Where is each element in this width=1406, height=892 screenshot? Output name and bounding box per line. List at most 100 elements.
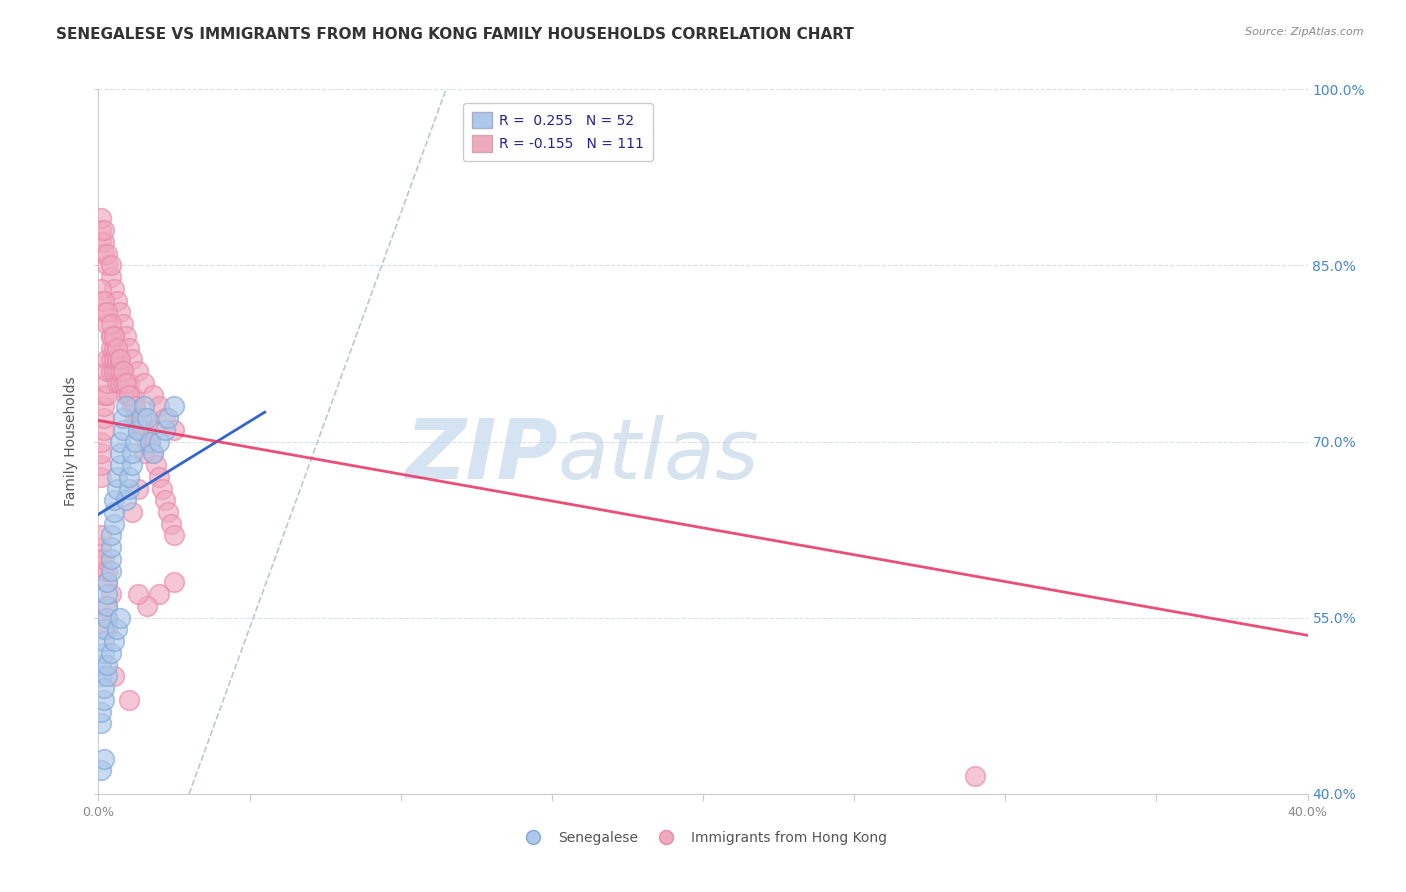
Point — [103, 328, 125, 343]
Point — [114, 387, 136, 401]
Point — [148, 469, 170, 483]
Point — [96, 352, 118, 367]
Point — [105, 469, 128, 483]
Point — [127, 423, 149, 437]
Point — [163, 575, 186, 590]
Text: Source: ZipAtlas.com: Source: ZipAtlas.com — [1246, 27, 1364, 37]
Point — [93, 305, 115, 319]
Point — [132, 376, 155, 390]
Point — [135, 411, 157, 425]
Point — [118, 376, 141, 390]
Point — [93, 223, 115, 237]
Point — [96, 376, 118, 390]
Point — [90, 705, 112, 719]
Point — [108, 610, 131, 624]
Point — [93, 411, 115, 425]
Point — [105, 364, 128, 378]
Point — [111, 364, 134, 378]
Point — [100, 328, 122, 343]
Point — [96, 623, 118, 637]
Point — [96, 610, 118, 624]
Point — [163, 528, 186, 542]
Point — [96, 258, 118, 272]
Point — [156, 505, 179, 519]
Point — [118, 482, 141, 496]
Point — [160, 516, 183, 531]
Point — [114, 376, 136, 390]
Point — [100, 646, 122, 660]
Point — [103, 634, 125, 648]
Point — [111, 411, 134, 425]
Point — [103, 352, 125, 367]
Point — [100, 364, 122, 378]
Point — [127, 587, 149, 601]
Point — [100, 540, 122, 554]
Point — [90, 282, 112, 296]
Point — [108, 352, 131, 367]
Point — [96, 669, 118, 683]
Point — [90, 764, 112, 778]
Point — [100, 270, 122, 285]
Point — [145, 458, 167, 472]
Point — [93, 293, 115, 308]
Point — [103, 328, 125, 343]
Point — [121, 505, 143, 519]
Point — [105, 623, 128, 637]
Point — [90, 223, 112, 237]
Point — [156, 411, 179, 425]
Point — [132, 446, 155, 460]
Point — [100, 341, 122, 355]
Point — [148, 434, 170, 449]
Point — [90, 211, 112, 226]
Point — [135, 434, 157, 449]
Point — [100, 317, 122, 331]
Point — [105, 376, 128, 390]
Point — [93, 646, 115, 660]
Point — [121, 446, 143, 460]
Point — [114, 328, 136, 343]
Point — [103, 282, 125, 296]
Point — [148, 399, 170, 413]
Point — [93, 423, 115, 437]
Point — [100, 587, 122, 601]
Point — [121, 458, 143, 472]
Point — [90, 528, 112, 542]
Point — [150, 482, 173, 496]
Point — [105, 341, 128, 355]
Point — [132, 411, 155, 425]
Point — [93, 751, 115, 765]
Point — [93, 387, 115, 401]
Point — [108, 305, 131, 319]
Point — [96, 364, 118, 378]
Point — [93, 399, 115, 413]
Legend: Senegalese, Immigrants from Hong Kong: Senegalese, Immigrants from Hong Kong — [513, 825, 893, 850]
Point — [132, 399, 155, 413]
Point — [90, 446, 112, 460]
Point — [163, 423, 186, 437]
Point — [90, 657, 112, 672]
Point — [111, 423, 134, 437]
Point — [142, 423, 165, 437]
Point — [118, 341, 141, 355]
Point — [90, 293, 112, 308]
Point — [129, 423, 152, 437]
Point — [127, 364, 149, 378]
Point — [96, 599, 118, 613]
Point — [100, 528, 122, 542]
Text: atlas: atlas — [558, 415, 759, 496]
Point — [121, 387, 143, 401]
Point — [90, 235, 112, 249]
Point — [153, 411, 176, 425]
Point — [127, 411, 149, 425]
Point — [121, 352, 143, 367]
Point — [103, 364, 125, 378]
Point — [93, 552, 115, 566]
Point — [118, 387, 141, 401]
Point — [124, 434, 146, 449]
Point — [100, 352, 122, 367]
Point — [96, 387, 118, 401]
Point — [118, 469, 141, 483]
Point — [93, 634, 115, 648]
Point — [90, 552, 112, 566]
Point — [96, 575, 118, 590]
